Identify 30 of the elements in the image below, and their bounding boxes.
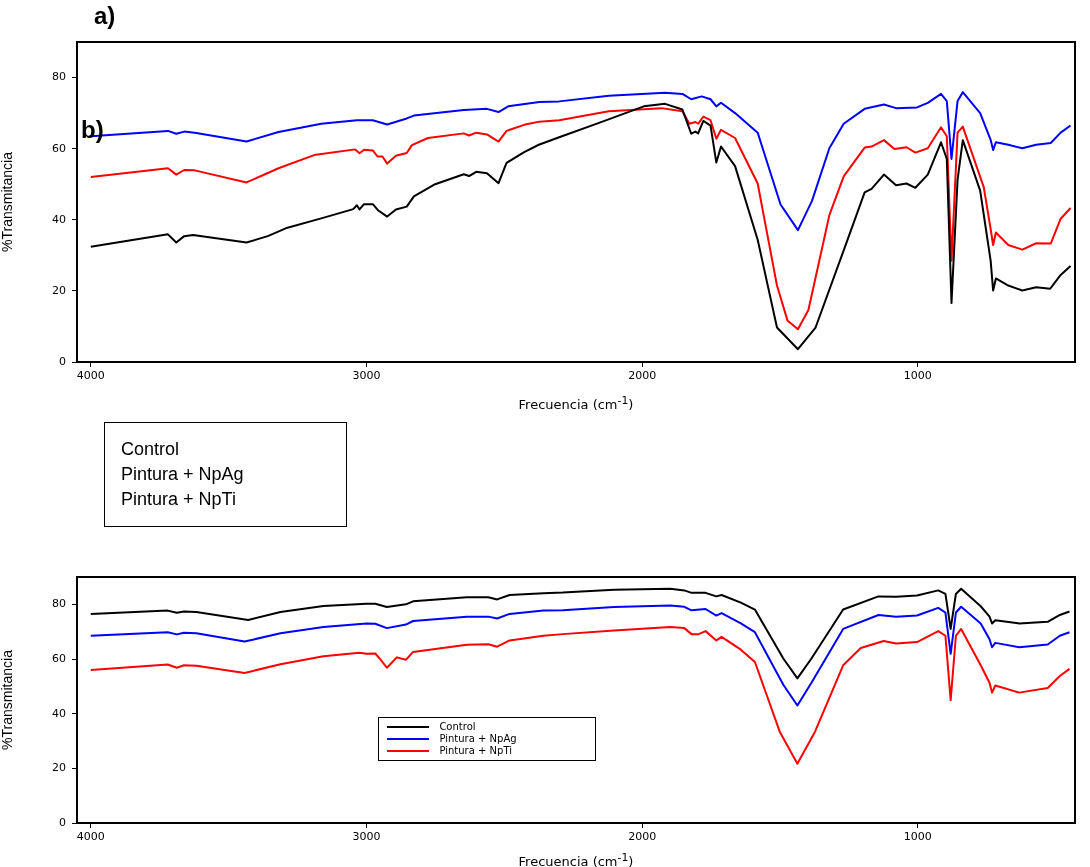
y-axis-title: %Transmitancia <box>0 649 16 750</box>
text: Control <box>121 438 181 461</box>
y-tick-label: 20 <box>52 761 66 775</box>
y-tick-label: 60 <box>52 141 66 155</box>
text: Pintura + NpTi <box>121 488 237 511</box>
x-tick-label: 3000 <box>352 830 381 844</box>
x-axis-title: Frecuencia (cm$^{-1}$) <box>518 394 634 413</box>
y-tick-label: 80 <box>52 70 66 84</box>
text: Pintura + NpAg <box>121 463 245 486</box>
x-tick-label: 2000 <box>628 369 657 383</box>
annotation: b) <box>81 115 104 144</box>
x-tick-label: 3000 <box>352 369 381 383</box>
y-tick-label: 0 <box>59 815 66 829</box>
y-tick-label: 40 <box>52 706 66 720</box>
y-tick-label: 80 <box>52 597 66 611</box>
x-tick-label: 2000 <box>628 830 657 844</box>
legend-label: Pintura + NpAg <box>438 733 518 746</box>
x-tick-label: 1000 <box>903 369 932 383</box>
y-axis-title: %Transmitancia <box>0 151 16 252</box>
x-tick-label: 4000 <box>76 369 105 383</box>
y-tick-label: 40 <box>52 212 66 226</box>
x-tick-label: 1000 <box>903 830 932 844</box>
y-tick-label: 60 <box>52 651 66 665</box>
chart-title: a) <box>94 2 116 30</box>
legend-label: Pintura + NpTi <box>438 745 513 758</box>
y-tick-label: 0 <box>59 354 66 368</box>
legend-label: Control <box>438 721 477 734</box>
y-tick-label: 20 <box>52 283 66 297</box>
x-tick-label: 4000 <box>76 830 105 844</box>
x-axis-title: Frecuencia (cm$^{-1}$) <box>518 851 634 867</box>
